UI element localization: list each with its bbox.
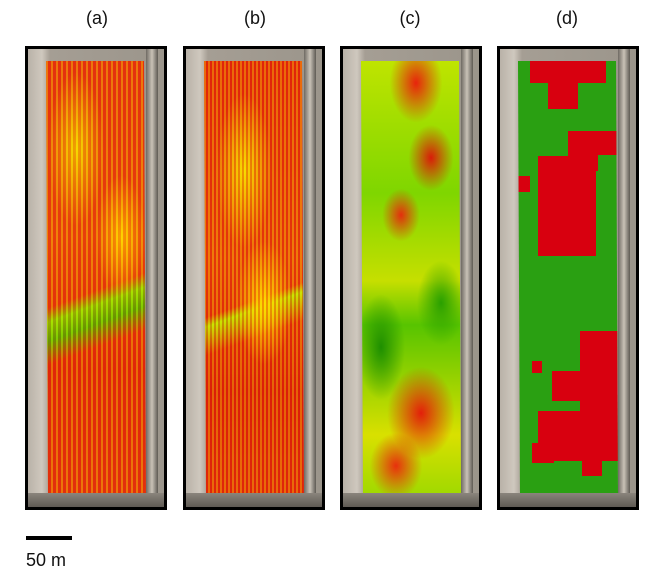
ground-strip (500, 493, 636, 507)
field-edge-strip (146, 49, 158, 507)
zone-blob (598, 131, 618, 155)
scale-label: 50 m (26, 550, 67, 570)
panel-label-d: (d) (556, 8, 578, 28)
zone-blob (568, 131, 598, 171)
panel-label-c: (c) (399, 8, 421, 28)
panel-d-image (497, 46, 639, 510)
zone-blob (548, 79, 578, 109)
panel-c-image (340, 46, 482, 510)
zone-blob (530, 61, 606, 83)
field-map-d (518, 61, 618, 501)
zone-blob (532, 443, 554, 463)
ground-strip (343, 493, 479, 507)
panel-label-a: (a) (86, 8, 108, 28)
panel-a-image (25, 46, 167, 510)
ground-strip (28, 493, 164, 507)
panel-b-image (183, 46, 325, 510)
zone-blob (582, 456, 602, 476)
field-edge-strip (618, 49, 630, 507)
field-edge-strip (304, 49, 316, 507)
ground-strip (186, 493, 322, 507)
zone-blob (552, 371, 588, 401)
field-map-b (204, 61, 304, 501)
field-edge-strip (461, 49, 473, 507)
zone-blob (518, 176, 530, 192)
zone-blob (538, 156, 596, 256)
zone-blob (532, 361, 542, 373)
panel-label-b: (b) (244, 8, 266, 28)
field-map-a (46, 61, 146, 501)
field-map-c (361, 61, 461, 501)
scale-bar (26, 536, 72, 540)
